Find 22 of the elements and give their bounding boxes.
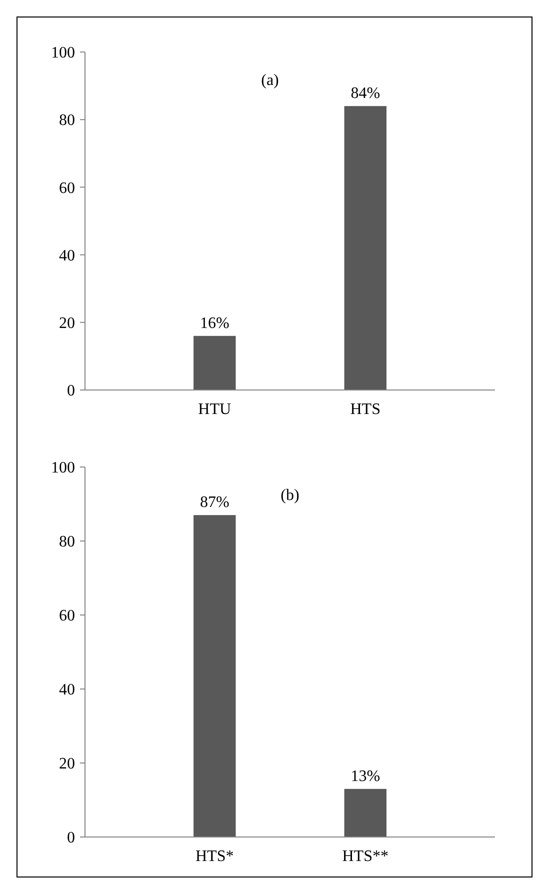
y-tick-label: 0 <box>67 830 75 847</box>
y-tick-label: 60 <box>59 180 75 197</box>
y-tick-label: 40 <box>59 682 75 699</box>
text: (a) <box>261 72 279 89</box>
y-tick-label: 40 <box>59 247 75 264</box>
y-tick-label: 60 <box>59 608 75 625</box>
data-label: 84% <box>350 85 380 102</box>
x-tick-label: HTS <box>350 401 380 418</box>
y-tick-label: 80 <box>59 534 75 551</box>
text: (b) <box>280 487 300 504</box>
data-label: 87% <box>200 494 230 512</box>
x-tick-label: HTS** <box>342 848 388 865</box>
data-label: 13% <box>350 768 380 785</box>
y-tick-label: 0 <box>67 382 75 400</box>
data-label: 16% <box>200 314 230 332</box>
x-tick-label: HTU <box>198 401 232 418</box>
y-tick-label: 100 <box>51 44 75 62</box>
y-tick-label: 100 <box>51 460 75 477</box>
y-tick-label: 80 <box>59 112 75 130</box>
y-tick-label: 20 <box>59 315 75 332</box>
y-tick-label: 20 <box>59 756 75 773</box>
x-tick-label: HTS* <box>196 848 234 865</box>
